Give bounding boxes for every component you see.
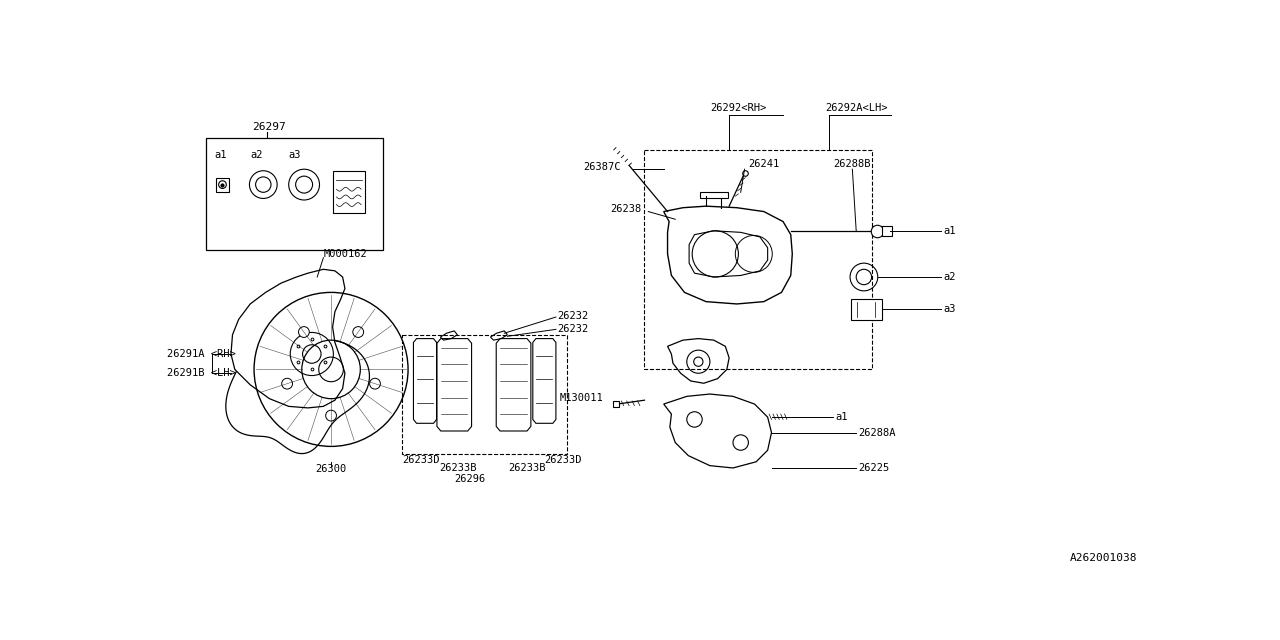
Text: 26233D: 26233D: [402, 455, 439, 465]
Bar: [402, 335, 567, 454]
Text: a2: a2: [943, 272, 956, 282]
Text: 26233B: 26233B: [508, 463, 545, 473]
Bar: [333, 171, 365, 213]
Text: 26300: 26300: [316, 465, 347, 474]
Text: 26292A<LH>: 26292A<LH>: [826, 102, 888, 113]
Text: a3: a3: [289, 150, 301, 161]
Text: 26387C: 26387C: [582, 162, 621, 172]
Text: 26232: 26232: [558, 324, 589, 334]
Circle shape: [370, 378, 380, 389]
Text: a1: a1: [215, 150, 228, 161]
Text: 26291B <LH>: 26291B <LH>: [168, 368, 236, 378]
Text: 26297: 26297: [252, 122, 285, 132]
Bar: [206, 138, 383, 250]
Text: M130011: M130011: [559, 393, 603, 403]
Text: A262001038: A262001038: [1070, 553, 1137, 563]
Bar: [872, 226, 883, 236]
Text: 26292<RH>: 26292<RH>: [710, 102, 767, 113]
Polygon shape: [225, 302, 370, 454]
Circle shape: [353, 326, 364, 337]
Bar: [851, 298, 882, 320]
Bar: [700, 192, 727, 198]
Polygon shape: [230, 269, 344, 408]
Text: 26232: 26232: [558, 311, 589, 321]
Text: a2: a2: [250, 150, 262, 161]
Text: 26225: 26225: [859, 463, 890, 473]
Text: 26238: 26238: [609, 204, 641, 214]
Text: 26241: 26241: [749, 159, 780, 169]
Text: 26288B: 26288B: [833, 159, 870, 169]
Circle shape: [282, 378, 293, 389]
Text: 26233D: 26233D: [544, 455, 582, 465]
Text: M000162: M000162: [324, 249, 367, 259]
Text: 26291A <RH>: 26291A <RH>: [168, 349, 236, 359]
Circle shape: [298, 326, 310, 337]
Bar: [644, 150, 872, 369]
Text: 26296: 26296: [454, 474, 485, 484]
Text: a3: a3: [943, 305, 956, 314]
Text: a1: a1: [836, 412, 847, 422]
Text: a1: a1: [943, 226, 956, 236]
Bar: [215, 178, 229, 191]
Text: 26288A: 26288A: [859, 428, 896, 438]
Circle shape: [325, 410, 337, 421]
Text: 26233B: 26233B: [439, 463, 476, 473]
